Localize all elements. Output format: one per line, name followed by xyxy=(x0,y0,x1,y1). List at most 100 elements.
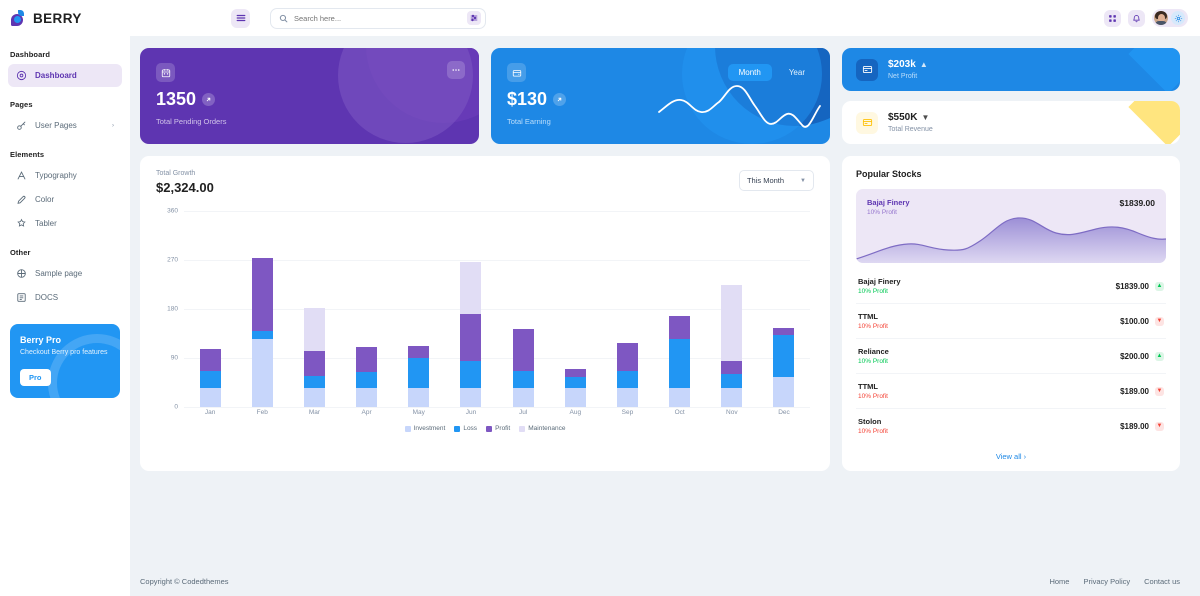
footer-link-contact-us[interactable]: Contact us xyxy=(1144,576,1180,586)
pending-orders-card[interactable]: 1350 Total Pending Orders xyxy=(140,48,479,144)
bar-column[interactable] xyxy=(706,211,758,407)
trend-down-icon: ▼ xyxy=(1155,316,1164,326)
berry-pro-card[interactable]: Berry Pro Checkout Berry pro features Pr… xyxy=(10,324,120,399)
total-revenue-card[interactable]: $550K ▼ Total Revenue xyxy=(842,101,1180,144)
view-all-link[interactable]: View all › xyxy=(856,443,1166,461)
sidebar-item-user-pages[interactable]: User Pages › xyxy=(8,114,122,137)
search-filter-icon[interactable] xyxy=(467,11,481,25)
total-earning-card[interactable]: Month Year xyxy=(491,48,830,144)
stock-row[interactable]: Bajaj Finery 10% Profit $1839.00 ▲ xyxy=(856,269,1166,304)
legend-swatch xyxy=(454,425,461,432)
bar-segment-loss xyxy=(512,371,534,388)
bar-column[interactable] xyxy=(288,211,340,407)
bar-column[interactable] xyxy=(497,211,549,407)
stock-value: $1839.00 xyxy=(1115,281,1149,291)
stock-row[interactable]: Stolon 10% Profit $189.00 ▼ xyxy=(856,409,1166,443)
earning-sparkline xyxy=(658,85,821,128)
total-growth-panel: Total Growth $2,324.00 This Month ▼ 0 90 1… xyxy=(140,156,830,471)
pro-card-subtitle: Checkout Berry pro features xyxy=(20,349,108,356)
bar-column[interactable] xyxy=(184,211,236,407)
notifications-bell-icon[interactable] xyxy=(1128,9,1145,27)
bar-segment-loss xyxy=(616,371,638,388)
stock-name: TTML xyxy=(858,312,878,321)
trend-down-icon: ▼ xyxy=(1155,386,1164,396)
apps-grid-icon[interactable] xyxy=(1104,9,1121,27)
sidebar-item-dashboard[interactable]: Dashboard xyxy=(8,64,122,87)
stock-change: 10% Profit xyxy=(858,428,888,435)
toggle-year[interactable]: Year xyxy=(788,68,805,77)
bar-segment-profit xyxy=(408,346,430,359)
bar-segment-profit xyxy=(616,342,638,372)
stock-info: TTML 10% Profit xyxy=(858,382,1120,400)
avatar xyxy=(1154,11,1168,25)
bar-column[interactable] xyxy=(341,211,393,407)
hero-stock-value: $1839.00 xyxy=(1119,198,1155,208)
legend-item[interactable]: Loss xyxy=(454,425,477,432)
brand[interactable]: BERRY xyxy=(0,0,130,36)
bar-column[interactable] xyxy=(236,211,288,407)
legend-item[interactable]: Profit xyxy=(486,425,510,432)
legend-item[interactable]: Investment xyxy=(404,425,446,432)
chart-gridline xyxy=(184,358,810,359)
stock-name: TTML xyxy=(858,382,878,391)
trend-up-arrow-icon xyxy=(553,92,567,106)
period-select[interactable]: This Month ▼ xyxy=(738,170,814,191)
chevron-right-icon: › xyxy=(112,122,114,129)
bar-column[interactable] xyxy=(758,211,810,407)
bar-column[interactable] xyxy=(393,211,445,407)
chevron-right-icon: › xyxy=(1023,452,1027,461)
bar-segment-investment xyxy=(616,387,638,407)
stock-row[interactable]: TTML 10% Profit $100.00 ▼ xyxy=(856,304,1166,339)
bar-column[interactable] xyxy=(601,211,653,407)
bar-segment-loss xyxy=(303,375,325,388)
bar-column[interactable] xyxy=(549,211,601,407)
hero-stock-area-chart xyxy=(856,217,1166,263)
sidebar-item-color[interactable]: Color xyxy=(8,188,122,211)
pro-button[interactable]: Pro xyxy=(20,369,51,387)
bar-column[interactable] xyxy=(654,211,706,407)
profile-menu[interactable] xyxy=(1152,9,1188,27)
stock-row[interactable]: Reliance 10% Profit $200.00 ▲ xyxy=(856,339,1166,374)
stock-row[interactable]: TTML 10% Profit $189.00 ▼ xyxy=(856,374,1166,409)
sidebar-item-label: DOCS xyxy=(35,293,59,302)
toggle-month[interactable]: Month xyxy=(727,64,772,81)
search-bar[interactable] xyxy=(270,7,486,29)
sidebar-item-tabler[interactable]: Tabler xyxy=(8,212,122,235)
calendar-icon xyxy=(156,63,175,82)
x-tick-label: Jul xyxy=(518,409,528,416)
trend-up-icon: ▲ xyxy=(1155,281,1164,291)
sidebar-item-typography[interactable]: Typography xyxy=(8,164,122,187)
settings-gear-icon[interactable] xyxy=(1171,11,1185,25)
topbar xyxy=(130,0,1200,36)
sidebar-item-label: Sample page xyxy=(35,269,83,278)
search-input[interactable] xyxy=(294,13,461,23)
bar-column[interactable] xyxy=(445,211,497,407)
net-profit-card[interactable]: $203k ▲ Net Profit xyxy=(842,48,1180,91)
main-area: 1350 Total Pending Orders xyxy=(130,0,1200,596)
sidebar-section-other: Other Sample page DOCS xyxy=(0,248,130,309)
bar-segment-profit xyxy=(512,328,534,372)
footer-link-home[interactable]: Home xyxy=(1049,576,1070,586)
x-tick-label: Sep xyxy=(621,409,634,416)
berry-logo-icon xyxy=(10,9,27,27)
sidebar-item-sample-page[interactable]: Sample page xyxy=(8,262,122,285)
chart-gridline xyxy=(184,309,810,310)
legend-label: Investment xyxy=(413,425,446,432)
bar-segment-profit xyxy=(721,360,743,375)
menu-toggle-icon[interactable] xyxy=(231,8,250,28)
footer-link-privacy-policy[interactable]: Privacy Policy xyxy=(1083,576,1131,586)
hero-stock-card[interactable]: Bajaj Finery 10% Profit $1839.00 xyxy=(856,189,1166,263)
legend-item[interactable]: Maintenance xyxy=(519,425,565,432)
legend-swatch xyxy=(519,425,526,432)
x-tick-label: Dec xyxy=(778,409,790,416)
view-all-label: View all xyxy=(995,452,1022,461)
card-more-icon[interactable] xyxy=(447,61,465,79)
stock-name: Stolon xyxy=(858,417,882,426)
growth-bar-chart: 0 90 180 270 360 Jan Feb Mar Apr May Jun Jul Aug Sep… xyxy=(156,208,814,441)
stock-value: $189.00 xyxy=(1120,386,1149,396)
bar-segment-investment xyxy=(669,387,691,407)
x-tick-label: Jun xyxy=(465,409,477,416)
bar-segment-profit xyxy=(199,349,221,372)
sidebar-item-docs[interactable]: DOCS xyxy=(8,286,122,309)
sidebar-item-label: Dashboard xyxy=(35,71,77,80)
